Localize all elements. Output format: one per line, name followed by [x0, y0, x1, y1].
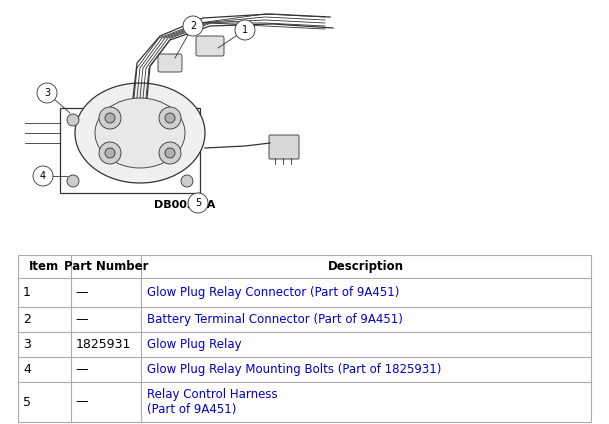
- Circle shape: [165, 148, 175, 158]
- Ellipse shape: [95, 98, 185, 168]
- Text: 1: 1: [23, 286, 31, 299]
- Text: 2: 2: [190, 21, 196, 31]
- FancyBboxPatch shape: [158, 54, 182, 72]
- Text: 1: 1: [242, 25, 248, 35]
- Circle shape: [67, 175, 79, 187]
- Circle shape: [159, 142, 181, 164]
- Text: DB0033-A: DB0033-A: [154, 200, 216, 210]
- Text: Glow Plug Relay: Glow Plug Relay: [147, 338, 242, 351]
- Text: —: —: [76, 313, 88, 326]
- Circle shape: [33, 166, 53, 186]
- Text: 5: 5: [23, 396, 31, 408]
- Text: Battery Terminal Connector (Part of 9A451): Battery Terminal Connector (Part of 9A45…: [147, 313, 403, 326]
- Text: 5: 5: [195, 198, 201, 208]
- Text: Relay Control Harness
(Part of 9A451): Relay Control Harness (Part of 9A451): [147, 388, 278, 416]
- Text: Description: Description: [328, 260, 404, 273]
- Circle shape: [188, 193, 208, 213]
- Bar: [18, 255, 591, 422]
- Circle shape: [105, 113, 115, 123]
- Circle shape: [37, 83, 57, 103]
- Text: —: —: [76, 363, 88, 376]
- Circle shape: [99, 142, 121, 164]
- Text: —: —: [76, 396, 88, 408]
- Text: Part Number: Part Number: [64, 260, 148, 273]
- FancyBboxPatch shape: [196, 36, 224, 56]
- Circle shape: [99, 107, 121, 129]
- Circle shape: [181, 175, 193, 187]
- FancyBboxPatch shape: [269, 135, 299, 159]
- Text: 4: 4: [23, 363, 31, 376]
- Text: Glow Plug Relay Connector (Part of 9A451): Glow Plug Relay Connector (Part of 9A451…: [147, 286, 400, 299]
- Circle shape: [67, 114, 79, 126]
- Text: 1825931: 1825931: [76, 338, 131, 351]
- Text: Item: Item: [29, 260, 60, 273]
- Circle shape: [159, 107, 181, 129]
- Circle shape: [105, 148, 115, 158]
- Text: 3: 3: [44, 88, 50, 98]
- Text: —: —: [76, 286, 88, 299]
- Text: 3: 3: [23, 338, 31, 351]
- Text: 2: 2: [23, 313, 31, 326]
- Text: Glow Plug Relay Mounting Bolts (Part of 1825931): Glow Plug Relay Mounting Bolts (Part of …: [147, 363, 442, 376]
- Circle shape: [183, 16, 203, 36]
- Circle shape: [165, 113, 175, 123]
- Circle shape: [235, 20, 255, 40]
- Ellipse shape: [75, 83, 205, 183]
- Text: 4: 4: [40, 171, 46, 181]
